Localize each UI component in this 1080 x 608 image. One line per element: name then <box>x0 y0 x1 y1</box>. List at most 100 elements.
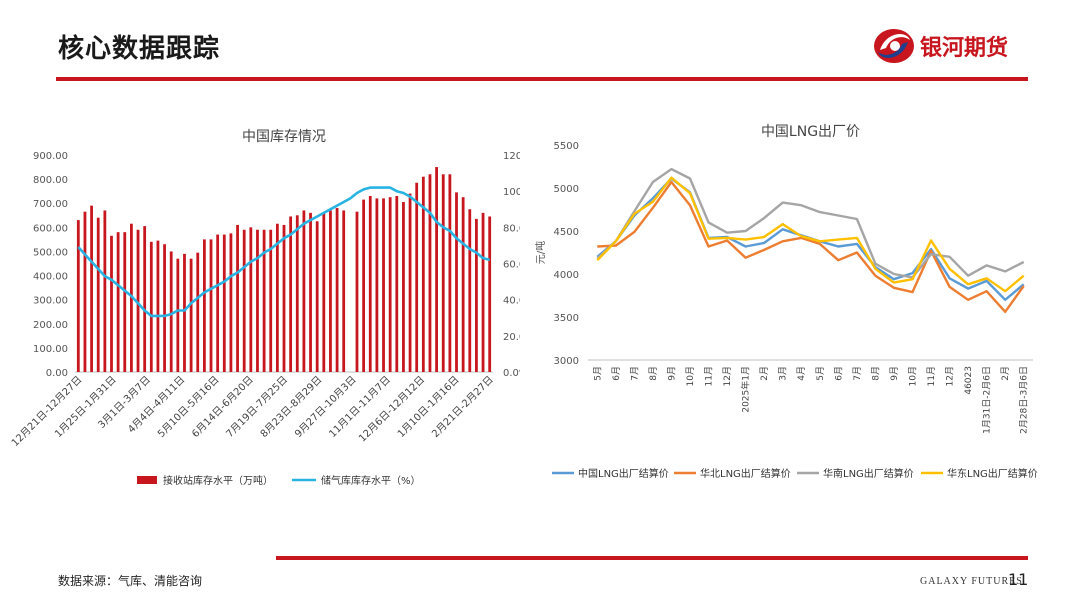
chart-title: 中国库存情况 <box>242 129 326 145</box>
x-tick-label: 5月 <box>592 366 603 381</box>
y-axis-tick-label: 3500 <box>554 313 579 324</box>
inventory-bar <box>222 234 226 372</box>
legend-bar-swatch <box>137 476 157 484</box>
inventory-bar <box>249 227 253 372</box>
x-tick-label: 11月 <box>704 366 715 386</box>
x-tick-label: 1月31日-2月6日 <box>982 366 993 434</box>
x-tick-label: 8月23日-8月29日 <box>258 374 324 440</box>
inventory-bar <box>362 199 366 372</box>
right-axis-tick-label: 0.0% <box>503 368 520 379</box>
x-tick-label: 8月 <box>648 366 659 381</box>
inventory-bar <box>282 224 286 372</box>
x-tick-label: 3月 <box>778 366 789 381</box>
x-tick-label: 4月 <box>796 366 807 381</box>
x-tick-label: 5月 <box>815 366 826 381</box>
y-axis-tick-label: 5500 <box>554 141 579 152</box>
inventory-bar <box>395 195 399 372</box>
page-title: 核心数据跟踪 <box>58 34 221 64</box>
inventory-bar <box>322 212 326 372</box>
x-tick-label: 5月10日-5月16日 <box>155 374 221 440</box>
legend-label: 华南LNG出厂结算价 <box>823 467 914 480</box>
inventory-bar <box>269 229 273 372</box>
inventory-bar <box>342 210 346 372</box>
right-axis-tick-label: 80.0% <box>503 223 520 234</box>
left-axis-tick-label: 600.00 <box>33 223 68 234</box>
chart-title: 中国LNG出厂价 <box>761 124 860 140</box>
inventory-bar <box>315 221 319 372</box>
inventory-bar <box>289 216 293 372</box>
inventory-bar <box>256 229 259 372</box>
left-axis-tick-label: 700.00 <box>33 199 68 210</box>
inventory-bar <box>368 195 372 372</box>
y-axis-label: 元/吨 <box>534 241 547 264</box>
inventory-bar <box>136 229 140 372</box>
right-axis-tick-label: 40.0% <box>503 296 520 307</box>
x-tick-label: 7月19日-7月25日 <box>224 374 290 440</box>
x-tick-label: 11月1日-11月7日 <box>327 374 393 440</box>
inventory-bar <box>441 174 445 372</box>
inventory-bar <box>435 167 438 372</box>
x-tick-label: 6月 <box>833 366 844 381</box>
right-axis-tick-label: 60.0% <box>503 260 520 271</box>
left-axis-tick-label: 500.00 <box>33 247 68 258</box>
x-tick-label: 2025年1月 <box>740 366 752 413</box>
inventory-bar <box>202 239 206 372</box>
inventory-bar <box>388 197 392 372</box>
y-axis-tick-label: 4500 <box>554 227 579 238</box>
inventory-bar <box>309 212 312 372</box>
x-tick-label: 9月 <box>666 366 677 381</box>
inventory-bar <box>382 198 385 372</box>
x-tick-label: 2月21日-2月27日 <box>429 374 495 440</box>
inventory-bar <box>302 210 306 372</box>
inventory-bar <box>103 210 107 372</box>
x-tick-label: 10月 <box>685 366 696 386</box>
inventory-bar <box>355 211 359 372</box>
inventory-bar <box>183 253 186 372</box>
china-lng-price-chart: 中国LNG出厂价 3000 3500 4000 4500 5000 5500 元/吨 5月 6月 7… <box>534 124 1038 480</box>
inventory-bar <box>402 202 405 372</box>
footer-brand: GALAXY FUTURES <box>920 576 1023 587</box>
data-source-note: 数据来源：气库、清能咨询 <box>58 574 203 588</box>
inventory-bar <box>149 241 153 372</box>
price-series-line <box>596 167 1025 279</box>
inventory-bar <box>143 226 147 372</box>
inventory-bar <box>116 232 120 372</box>
inventory-bar <box>329 210 332 372</box>
right-axis-tick-label: 20.0% <box>503 332 520 343</box>
x-tick-label: 2月28日-3月6日 <box>1019 366 1030 434</box>
right-axis-tick-label: 120.0% <box>503 151 520 162</box>
x-tick-label: 12月 <box>945 366 956 386</box>
logo-text: 银河期货 <box>920 36 1009 61</box>
inventory-bar <box>189 258 193 372</box>
x-tick-label: 1月10日-1月16日 <box>395 374 461 440</box>
inventory-bar <box>156 240 160 372</box>
inventory-bar <box>90 205 93 372</box>
galaxy-futures-logo: 银河期货 <box>872 24 1032 68</box>
galaxy-logo-icon <box>874 29 914 63</box>
inventory-bar <box>209 239 213 372</box>
price-series-line <box>596 176 1025 293</box>
x-tick-label: 1月25日-1月31日 <box>52 374 118 440</box>
inventory-bar <box>83 211 87 372</box>
inventory-bar <box>468 209 472 372</box>
x-tick-label: 6月 <box>611 366 622 381</box>
inventory-bar <box>216 234 220 372</box>
inventory-bar <box>415 182 419 372</box>
inventory-bar <box>408 193 412 372</box>
inventory-bar <box>123 232 127 372</box>
inventory-bar <box>335 208 339 372</box>
inventory-bar <box>196 252 200 372</box>
footer-divider <box>276 556 1028 560</box>
china-inventory-chart: 中国库存情况 0.00 100.00 200.00 300.00 400.00 500.00… <box>9 129 520 487</box>
inventory-bar <box>481 212 485 372</box>
inventory-bar <box>421 176 425 372</box>
left-axis-tick-label: 200.00 <box>33 320 68 331</box>
inventory-bar <box>448 174 452 372</box>
inventory-bar <box>488 216 492 372</box>
x-tick-label: 2月 <box>759 366 770 381</box>
header-divider <box>56 77 1028 81</box>
inventory-bar <box>229 233 233 372</box>
inventory-bar <box>110 235 113 372</box>
storage-level-line <box>77 186 491 318</box>
x-tick-label: 9月27日-10月3日 <box>292 374 358 440</box>
